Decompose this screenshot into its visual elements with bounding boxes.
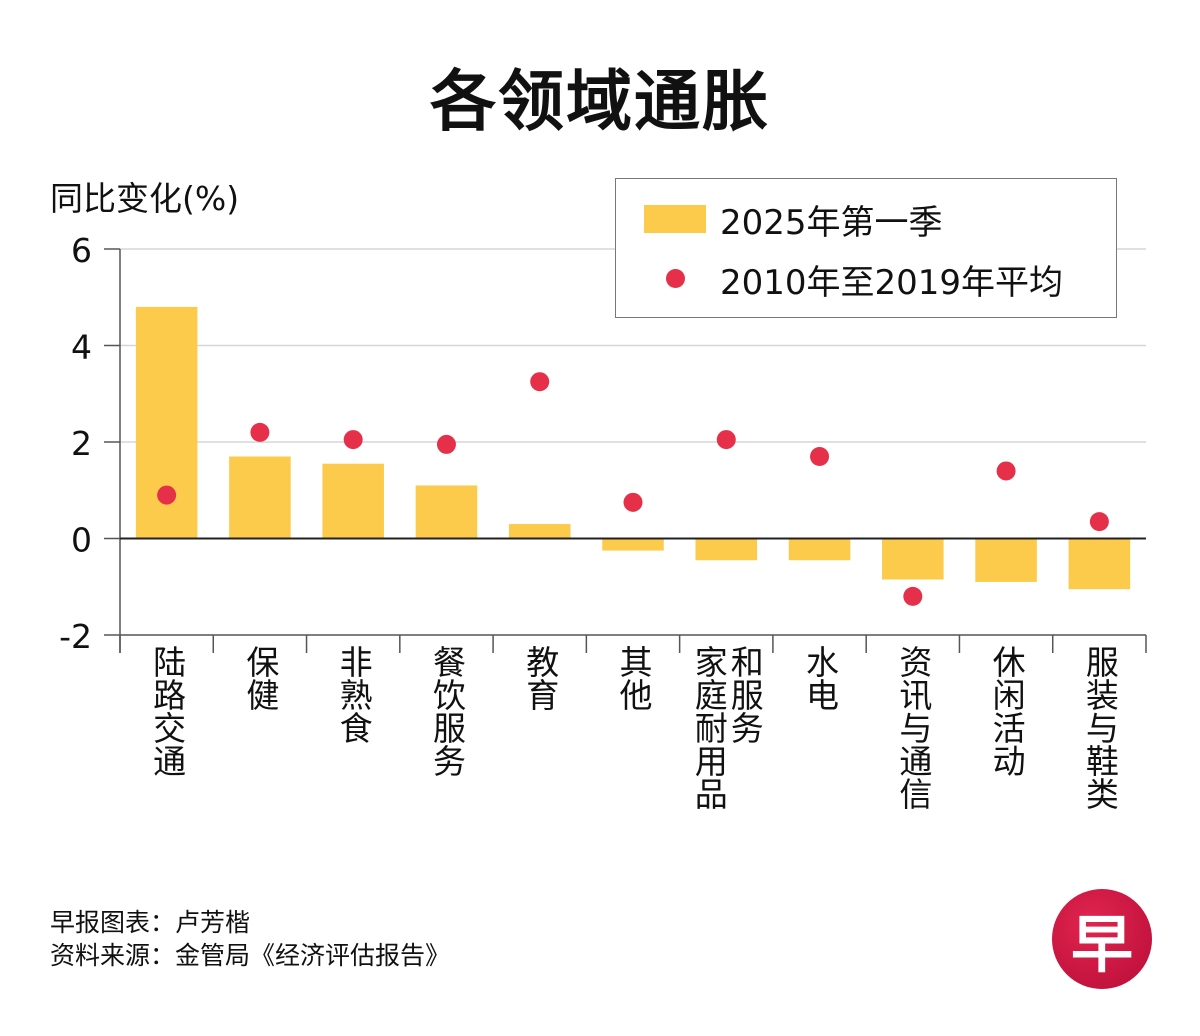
dot-marker [810,446,830,466]
x-tick-label: 陆路交通 [147,645,187,777]
x-tick-label: 资讯与通信 [893,645,933,810]
legend: 2025年第一季 2010年至2019年平均 [615,178,1117,318]
x-tick-label: 非熟食 [334,645,374,744]
bar [975,538,1037,582]
legend-dot-swatch [666,269,685,288]
y-tick-label: -2 [59,617,92,656]
y-tick-label: 2 [71,424,92,463]
bar [602,538,664,551]
x-tick-label: 服装与鞋类 [1080,645,1120,810]
x-tick-label: 保健 [240,645,280,711]
x-tick-label: 和服务 [725,645,765,744]
legend-label-bar: 2025年第一季 [720,203,943,243]
dot-marker [623,492,643,512]
bar [695,538,758,561]
x-tick-label: 家庭耐用品 [689,645,729,810]
bar [788,538,851,561]
dot-marker [157,485,177,505]
zaobao-logo-icon: 早 [1052,889,1152,989]
x-tick-label: 教育 [520,645,560,711]
y-axis-label: 同比变化(%) [50,179,240,218]
x-tick-label: 水电 [800,645,840,711]
chart-credit: 早报图表：卢芳楷 [50,908,251,937]
bar [1068,538,1131,590]
bar [229,456,291,539]
bar [415,485,478,539]
dot-marker [903,586,923,606]
dot-marker [250,422,270,442]
dot-marker [716,430,736,450]
y-tick-label: 6 [71,231,92,270]
y-tick-label: 4 [71,328,92,367]
legend-label-dot: 2010年至2019年平均 [720,263,1064,303]
data-source: 资料来源：金管局《经济评估报告》 [50,941,451,970]
x-tick-label: 休闲活动 [987,645,1027,777]
y-tick-label: 0 [71,521,92,560]
dot-marker [996,461,1016,481]
chart-title: 各领域通胀 [430,63,770,140]
dot-marker [436,434,456,454]
bar [322,463,384,539]
dot-marker [530,372,550,392]
x-tick-label: 餐饮服务 [427,645,467,777]
dot-marker [1089,512,1109,532]
dot-marker [343,430,363,450]
bar [508,524,571,539]
legend-bar-swatch [644,205,706,233]
bar [882,538,944,580]
footer: 早报图表：卢芳楷 资料来源：金管局《经济评估报告》 [50,906,450,972]
x-tick-label: 其他 [614,645,653,711]
